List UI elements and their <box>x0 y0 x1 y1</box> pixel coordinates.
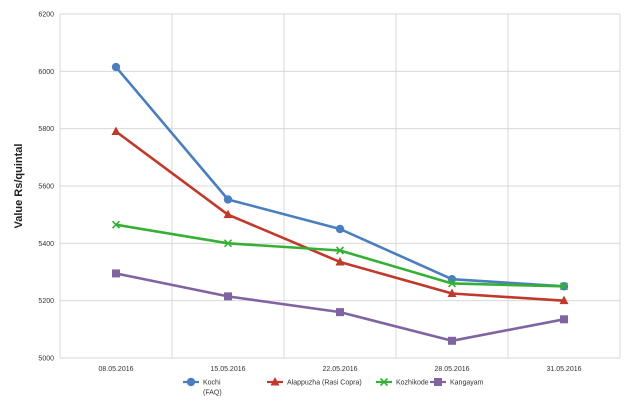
data-point <box>111 126 121 136</box>
data-point <box>448 336 456 345</box>
y-tick-label: 5600 <box>38 184 54 191</box>
y-tick-label: 5800 <box>38 126 54 133</box>
series-2 <box>111 220 569 291</box>
data-point <box>559 282 569 291</box>
y-axis-label: Value Rs/quintal <box>13 144 25 229</box>
data-point <box>335 224 345 234</box>
x-tick-label: 15.05.2016 <box>210 366 245 373</box>
series-group <box>111 62 569 345</box>
data-point <box>111 62 121 72</box>
x-tick-label: 22.05.2016 <box>322 366 357 373</box>
data-point <box>447 279 457 288</box>
series-1 <box>111 126 569 305</box>
data-point <box>560 315 568 324</box>
x-tick-label: 31.05.2016 <box>546 366 581 373</box>
data-point <box>223 195 233 204</box>
data-point <box>336 308 344 317</box>
data-point <box>223 239 233 248</box>
series-line <box>115 223 565 288</box>
y-axis-tick-labels: 5000 5200 5400 5600 5800 6000 6200 <box>38 12 54 363</box>
legend-swatch-marker <box>379 377 389 387</box>
x-tick-label: 28.05.2016 <box>434 366 469 373</box>
legend-swatch-marker <box>270 377 280 386</box>
x-axis-tick-labels: 08.05.2016 15.05.2016 22.05.2016 28.05.2016… <box>98 366 581 373</box>
legend-swatch-marker <box>434 378 442 386</box>
legend-entry-label: (FAQ) <box>203 390 222 397</box>
legend-entry-label: Kangayam <box>450 380 484 387</box>
data-point <box>559 295 569 305</box>
x-tick-label: 08.05.2016 <box>98 366 133 373</box>
legend: Kochi (FAQ) Alappuzha (Rasi Copra) Kozhikod… <box>183 377 484 397</box>
series-0 <box>111 62 569 291</box>
data-point <box>223 209 233 219</box>
data-point <box>224 292 232 301</box>
legend-swatch-marker <box>186 377 196 387</box>
data-point <box>112 269 120 278</box>
y-tick-label: 5400 <box>38 241 54 248</box>
data-point <box>111 220 121 229</box>
data-point <box>447 288 457 297</box>
series-line <box>115 130 565 302</box>
legend-entry-label: Kozhikode <box>396 380 429 387</box>
data-point <box>335 256 345 266</box>
y-tick-label: 6200 <box>38 12 54 19</box>
y-tick-label: 6000 <box>38 69 54 76</box>
series-line <box>115 66 565 288</box>
data-point <box>335 246 345 255</box>
gridlines <box>59 13 621 359</box>
series-3 <box>112 269 568 345</box>
y-tick-label: 5000 <box>38 356 54 363</box>
y-tick-label: 5200 <box>38 298 54 305</box>
legend-entry-label: Kochi <box>203 380 221 387</box>
legend-entry-label: Alappuzha (Rasi Copra) <box>287 380 362 387</box>
